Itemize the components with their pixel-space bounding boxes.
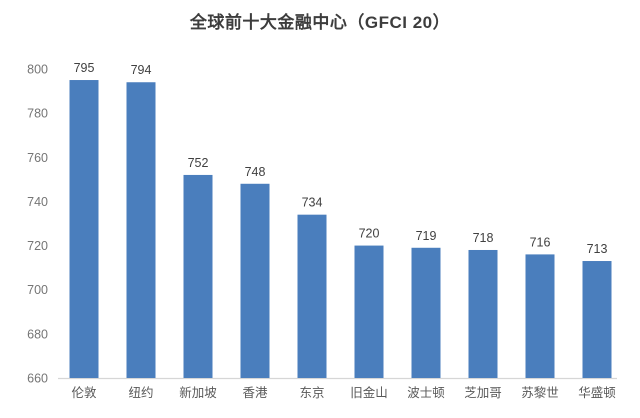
x-tick-label: 纽约 (128, 385, 153, 400)
y-tick-label: 780 (27, 107, 48, 121)
bar (525, 254, 555, 378)
x-tick-label: 香港 (242, 386, 268, 400)
x-tick-label: 芝加哥 (464, 385, 502, 400)
x-tick-label: 苏黎世 (521, 385, 559, 400)
y-tick-label: 740 (27, 195, 48, 209)
bar (411, 247, 441, 378)
y-tick-label: 800 (27, 63, 48, 77)
bar (183, 174, 213, 378)
bar (240, 183, 270, 378)
bar (126, 82, 156, 378)
x-tick-label: 东京 (299, 386, 324, 400)
bar-value-label: 716 (530, 235, 551, 249)
y-tick-label: 720 (27, 239, 48, 253)
y-tick-label: 680 (27, 327, 48, 341)
y-tick-label: 660 (27, 372, 48, 386)
bar-value-label: 719 (416, 229, 437, 243)
x-tick-label: 新加坡 (179, 385, 217, 400)
chart-title: 全球前十大金融中心（GFCI 20） (189, 13, 451, 32)
bar-value-label: 720 (359, 227, 380, 241)
bar (297, 214, 327, 378)
bar-value-label: 734 (302, 196, 323, 210)
x-tick-label: 波士顿 (407, 386, 445, 400)
bar-value-label: 748 (245, 165, 266, 179)
bar-value-label: 795 (74, 61, 95, 75)
bar-value-label: 718 (473, 231, 494, 245)
bar (354, 245, 384, 378)
bar-value-label: 794 (131, 63, 152, 77)
bar-value-label: 752 (188, 156, 209, 170)
bar (582, 261, 612, 378)
bar (69, 80, 99, 379)
x-tick-label: 旧金山 (350, 385, 388, 400)
bar-value-label: 713 (587, 242, 608, 256)
bar (468, 249, 498, 378)
x-tick-label: 伦敦 (71, 385, 97, 400)
y-tick-label: 760 (27, 151, 48, 165)
y-tick-label: 700 (27, 283, 48, 297)
x-tick-label: 华盛顿 (578, 385, 616, 400)
